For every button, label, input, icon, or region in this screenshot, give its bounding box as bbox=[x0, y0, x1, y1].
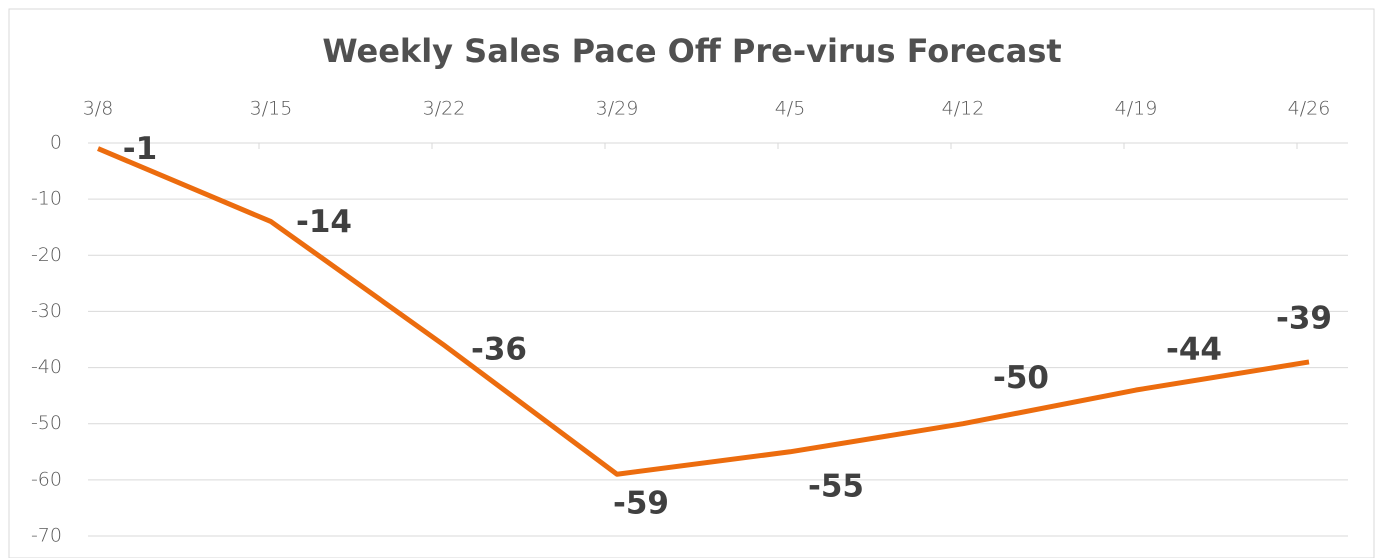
x-tick-label: 4/19 bbox=[1115, 98, 1158, 120]
x-tick-label: 4/26 bbox=[1288, 98, 1331, 120]
y-tick-label: 0 bbox=[50, 132, 62, 154]
x-tick-label: 3/15 bbox=[250, 98, 293, 120]
data-label: -36 bbox=[471, 332, 527, 368]
data-label: -1 bbox=[123, 131, 157, 167]
y-tick-label: -30 bbox=[31, 300, 62, 322]
data-label: -14 bbox=[296, 204, 352, 240]
data-label: -50 bbox=[993, 360, 1049, 396]
y-tick-label: -50 bbox=[31, 412, 62, 434]
x-tick-label: 4/12 bbox=[942, 98, 985, 120]
y-tick-label: -60 bbox=[31, 468, 62, 490]
y-tick-label: -20 bbox=[31, 244, 62, 266]
chart-frame bbox=[8, 8, 1375, 558]
y-tick-label: -70 bbox=[31, 525, 62, 547]
x-tick-label: 3/29 bbox=[596, 98, 639, 120]
y-tick-label: -10 bbox=[31, 188, 62, 210]
data-label: -55 bbox=[808, 468, 864, 504]
y-tick-label: -40 bbox=[31, 356, 62, 378]
data-line bbox=[97, 146, 1310, 477]
data-label: -44 bbox=[1166, 332, 1222, 368]
x-tick-label: 4/5 bbox=[775, 98, 806, 120]
x-tick-label: 3/8 bbox=[83, 98, 114, 120]
x-tick-label: 3/22 bbox=[423, 98, 466, 120]
chart-title: Weekly Sales Pace Off Pre-virus Forecast bbox=[322, 32, 1061, 70]
data-label: -59 bbox=[613, 486, 669, 522]
data-label: -39 bbox=[1276, 300, 1332, 336]
